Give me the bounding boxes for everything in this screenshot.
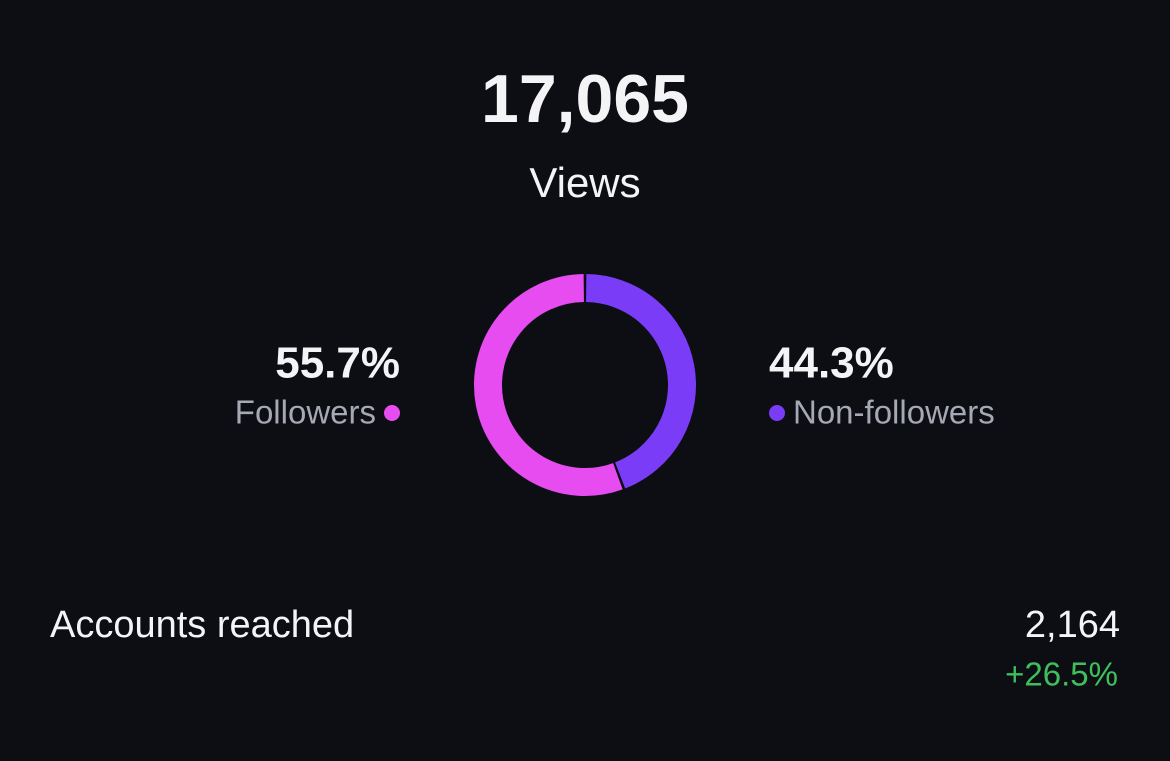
stat-value: 2,164 — [1025, 604, 1120, 646]
value-label: 55.7% — [275, 339, 400, 388]
donut-segment — [585, 274, 696, 489]
legend-label: Non-followers — [793, 394, 995, 431]
stat-label[interactable]: Accounts reached — [50, 604, 354, 646]
stat-change: +26.5% — [1005, 656, 1118, 693]
legend-label: Followers — [235, 394, 376, 431]
legend-dot — [384, 405, 400, 421]
donut-segment — [474, 274, 623, 496]
value-label: 44.3% — [769, 339, 894, 388]
legend-dot — [769, 405, 785, 421]
views-count: 17,065 — [481, 61, 689, 137]
views-label: Views — [529, 159, 640, 206]
